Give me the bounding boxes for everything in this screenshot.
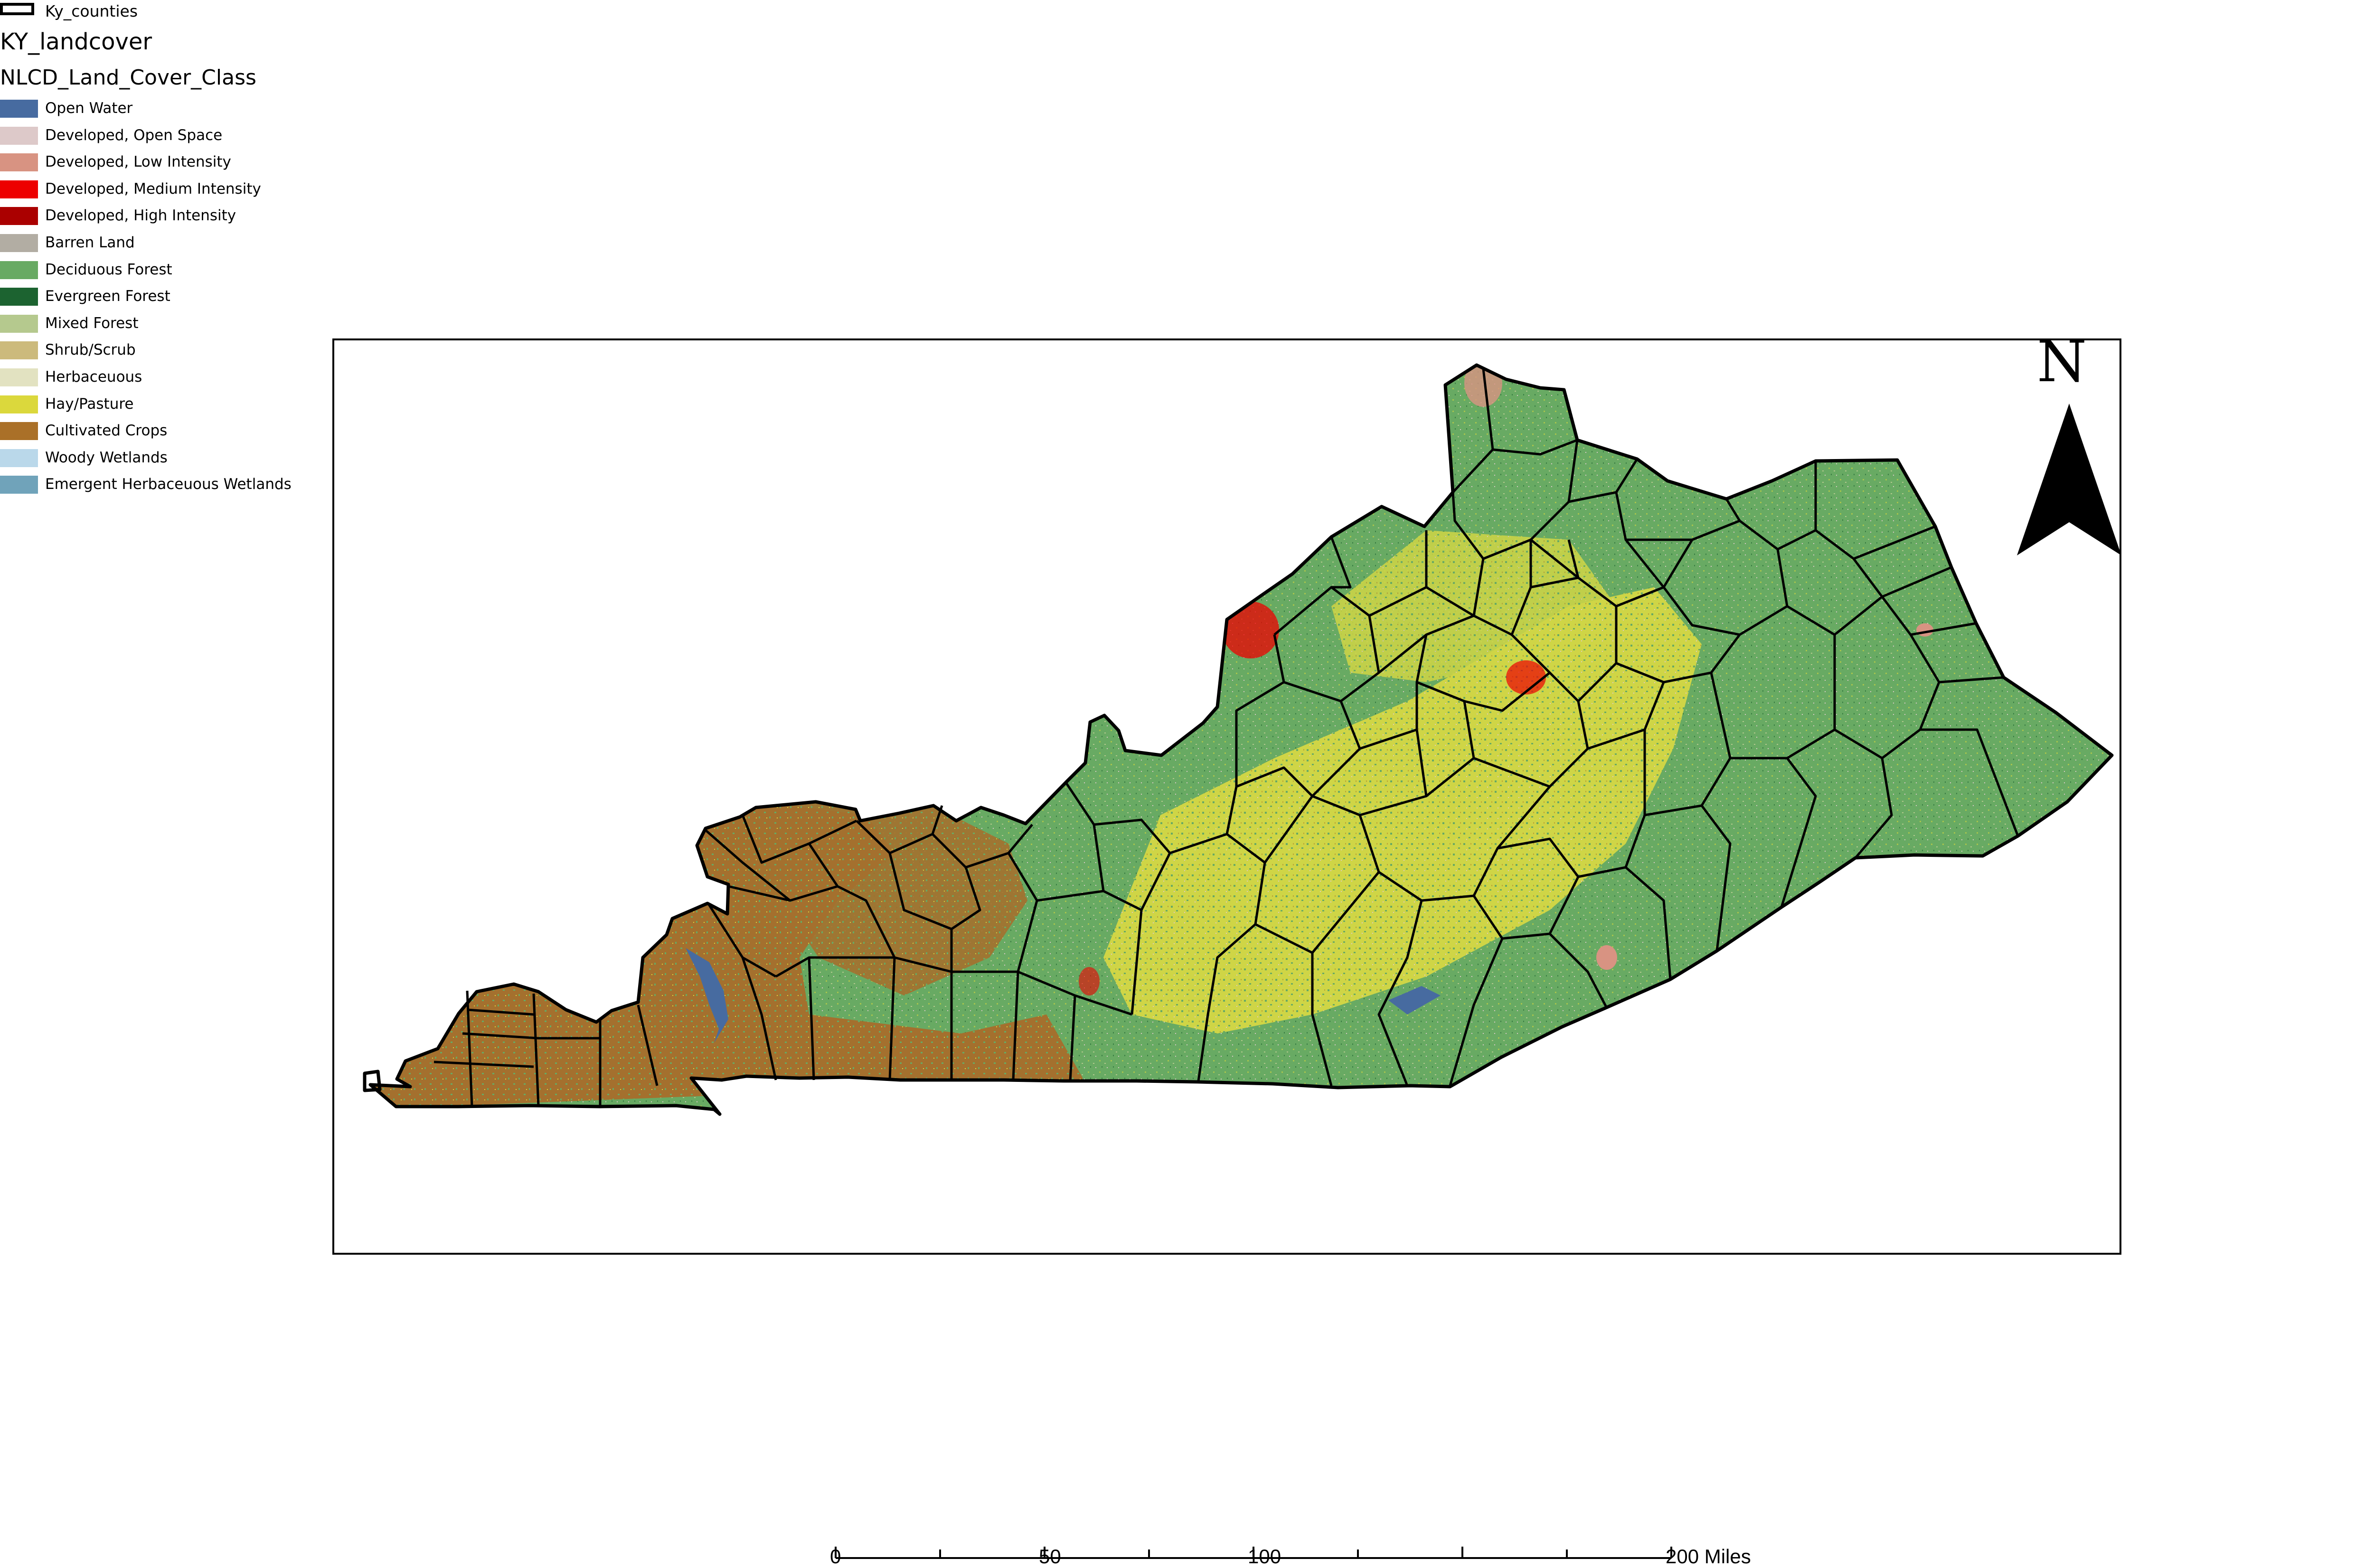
legend-color-swatch-icon — [0, 126, 38, 145]
legend-class-label: Developed, Medium Intensity — [45, 180, 261, 197]
legend-color-swatch-icon — [0, 368, 38, 386]
legend-class-item: Developed, Low Intensity — [0, 149, 332, 175]
legend-color-swatch-icon — [0, 395, 38, 413]
landcover-raster — [370, 365, 2112, 1114]
legend-layer-entry: Ky_counties — [0, 0, 332, 20]
legend-class-item: Herbaceuous — [0, 364, 332, 390]
legend-class-item: Emergent Herbaceuous Wetlands — [0, 471, 332, 498]
scale-bar-label: 0 — [830, 1545, 841, 1568]
legend-color-swatch-icon — [0, 449, 38, 467]
legend-class-label: Cultivated Crops — [45, 422, 168, 440]
legend-class-item: Barren Land — [0, 229, 332, 256]
legend-class-item: Developed, Open Space — [0, 122, 332, 149]
legend-class-label: Developed, Low Intensity — [45, 153, 231, 171]
legend-class-item: Developed, Medium Intensity — [0, 176, 332, 202]
legend-color-swatch-icon — [0, 422, 38, 441]
north-arrow-label: N — [2037, 329, 2087, 395]
legend-class-label: Developed, Open Space — [45, 126, 223, 144]
map-frame — [332, 338, 2121, 1255]
county-outline-swatch-icon — [0, 3, 34, 15]
legend-class-item: Evergreen Forest — [0, 283, 332, 310]
legend-color-swatch-icon — [0, 288, 38, 306]
county-boundaries — [363, 363, 2114, 1116]
legend-class-label: Emergent Herbaceuous Wetlands — [45, 476, 292, 493]
legend-class-label: Hay/Pasture — [45, 395, 134, 413]
north-arrow-icon — [2017, 404, 2121, 555]
legend-class-label: Barren Land — [45, 234, 135, 251]
legend-class-label: Shrub/Scrub — [45, 341, 136, 359]
legend-color-swatch-icon — [0, 100, 38, 118]
legend-class-label: Herbaceuous — [45, 368, 142, 385]
legend-class-label: Evergreen Forest — [45, 288, 170, 305]
legend-field-name: NLCD_Land_Cover_Class — [0, 66, 256, 90]
kentucky-landcover-map — [363, 363, 2114, 1116]
legend-color-swatch-icon — [0, 261, 38, 279]
legend-class-label: Woody Wetlands — [45, 449, 168, 466]
legend-color-swatch-icon — [0, 314, 38, 333]
legend-color-swatch-icon — [0, 476, 38, 494]
scale-bar — [835, 1547, 1672, 1559]
scale-bar-label: 100 — [1248, 1545, 1281, 1568]
legend-layer-label: Ky_counties — [45, 2, 138, 20]
legend-class-label: Developed, High Intensity — [45, 207, 236, 225]
county-lines — [433, 368, 2019, 1107]
legend-title: KY_landcover — [0, 28, 152, 55]
legend-color-swatch-icon — [0, 341, 38, 360]
legend-class-item: Hay/Pasture — [0, 391, 332, 417]
legend-color-swatch-icon — [0, 234, 38, 252]
legend-class-item: Mixed Forest — [0, 310, 332, 337]
legend-color-swatch-icon — [0, 207, 38, 225]
legend-class-item: Developed, High Intensity — [0, 202, 332, 229]
legend-class-label: Deciduous Forest — [45, 261, 172, 278]
legend-class-item: Woody Wetlands — [0, 444, 332, 471]
legend-color-swatch-icon — [0, 153, 38, 172]
legend-color-swatch-icon — [0, 180, 38, 198]
legend-class-item: Cultivated Crops — [0, 417, 332, 444]
legend-class-label: Mixed Forest — [45, 314, 139, 332]
legend-class-label: Open Water — [45, 100, 133, 117]
scale-bar-label: 50 — [1039, 1545, 1061, 1568]
legend-class-item: Shrub/Scrub — [0, 337, 332, 363]
legend-class-item: Open Water — [0, 95, 332, 122]
scale-bar-label: 200 Miles — [1666, 1545, 1751, 1568]
legend-class-item: Deciduous Forest — [0, 256, 332, 283]
kentucky-outline — [368, 363, 2114, 1116]
